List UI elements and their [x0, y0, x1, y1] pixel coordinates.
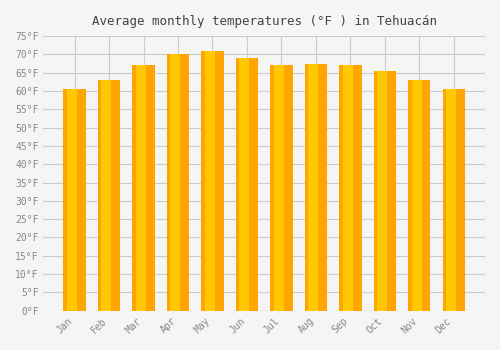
Bar [64, 89, 86, 310]
Bar [132, 65, 155, 310]
Bar [202, 51, 224, 310]
Bar [274, 65, 284, 310]
Bar [270, 65, 292, 310]
Bar [339, 65, 361, 310]
Bar [205, 51, 215, 310]
Bar [412, 80, 422, 310]
Bar [377, 71, 387, 310]
Bar [239, 58, 250, 310]
Bar [408, 80, 430, 310]
Title: Average monthly temperatures (°F ) in Tehuacán: Average monthly temperatures (°F ) in Te… [92, 15, 436, 28]
Bar [374, 71, 396, 310]
Bar [136, 65, 146, 310]
Bar [170, 54, 180, 310]
Bar [442, 89, 465, 310]
Bar [304, 64, 327, 310]
Bar [167, 54, 189, 310]
Bar [446, 89, 456, 310]
Bar [98, 80, 120, 310]
Bar [236, 58, 258, 310]
Bar [102, 80, 112, 310]
Bar [342, 65, 352, 310]
Bar [67, 89, 77, 310]
Bar [308, 64, 318, 310]
